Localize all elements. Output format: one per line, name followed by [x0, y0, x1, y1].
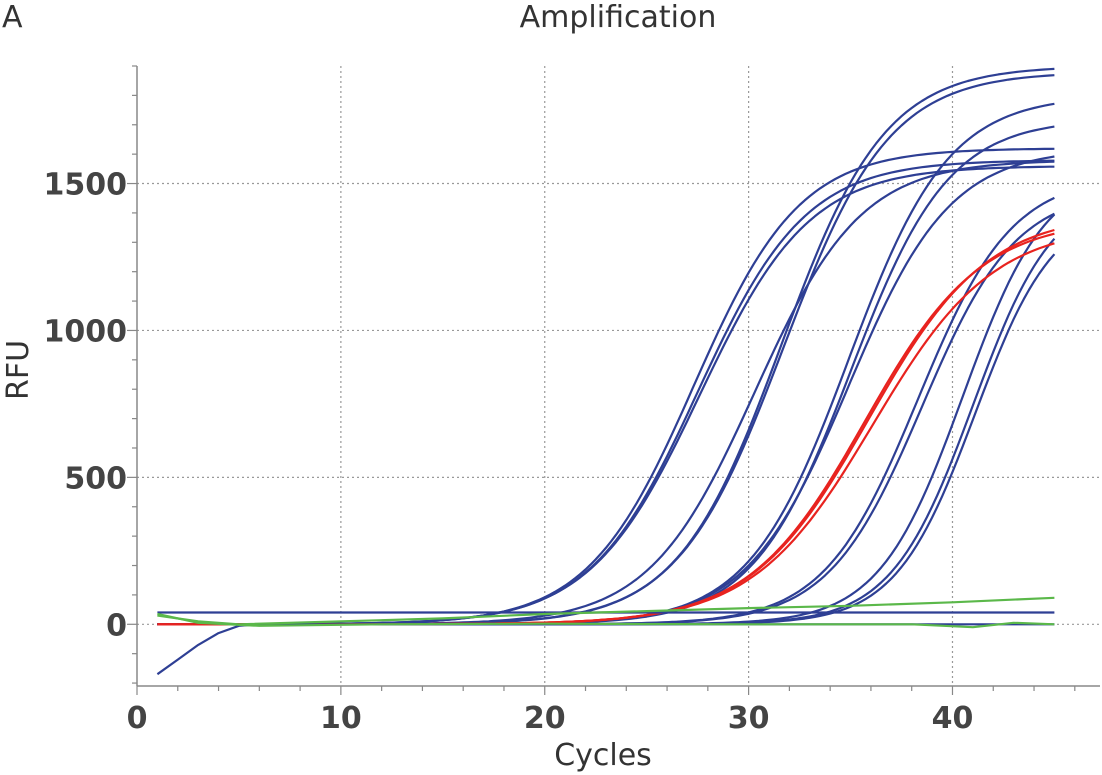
y-tick-label-1000: 1000	[44, 314, 128, 349]
y-tick-label-500: 500	[64, 461, 127, 496]
series-line-13	[157, 253, 1056, 626]
panel-label: A	[2, 0, 23, 35]
y-tick-label-1500: 1500	[44, 168, 128, 203]
grid-lines	[137, 66, 1100, 686]
chart-title: Amplification	[519, 0, 717, 35]
axes	[127, 65, 1100, 695]
y-tick-label-0: 0	[106, 608, 127, 643]
x-tick-label-40: 40	[932, 701, 974, 736]
series-line-18	[156, 623, 1055, 676]
series-line-12	[157, 213, 1056, 626]
y-axis-title: RFU	[1, 340, 36, 400]
x-tick-label-10: 10	[320, 701, 362, 736]
series-line-14	[157, 237, 1056, 626]
series-line-15	[157, 232, 1055, 626]
series-line-16	[157, 228, 1055, 626]
series-line-11	[157, 212, 1055, 626]
x-tick-label-30: 30	[728, 701, 770, 736]
series-line-17	[157, 242, 1055, 626]
x-tick-label-0: 0	[127, 701, 148, 736]
series-lines	[156, 67, 1056, 676]
tick-labels: 0 10 20 30 40 0 500 1000 1500	[44, 168, 974, 736]
series-line-21	[157, 612, 1055, 629]
x-axis-title: Cycles	[554, 738, 652, 773]
x-tick-label-20: 20	[524, 701, 566, 736]
series-line-8	[157, 125, 1055, 626]
